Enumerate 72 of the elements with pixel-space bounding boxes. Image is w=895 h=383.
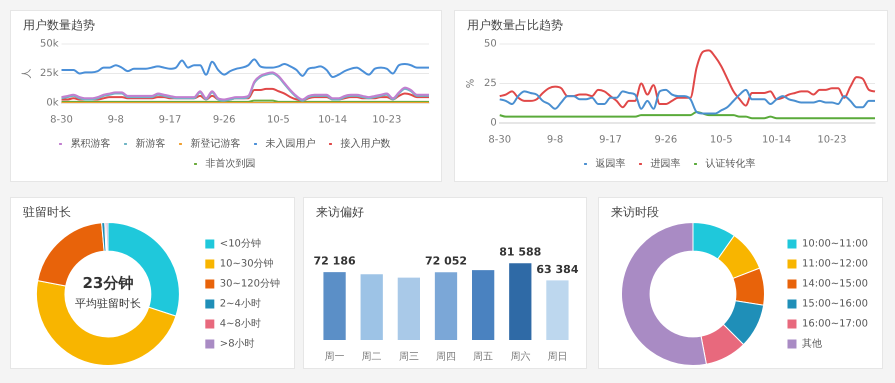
x-tick-label: 10-23 [372, 114, 402, 126]
line-series [498, 49, 876, 108]
x-tick-label: 10-5 [710, 134, 733, 146]
legend-label: <10分钟 [220, 238, 261, 250]
bar [398, 278, 420, 340]
legend-label: 14:00~15:00 [802, 278, 868, 290]
legend-label: 返园率 [596, 158, 626, 170]
chart-title: 用户数量趋势 [23, 17, 95, 34]
y-tick-label: 0k [46, 98, 59, 109]
x-tick-label: 9-26 [212, 114, 236, 126]
legend-label: 接入用户数 [340, 138, 390, 150]
bar [472, 270, 494, 340]
legend-label: 新登记游客 [190, 138, 240, 150]
legend-label: 11:00~12:00 [802, 258, 868, 270]
y-axis-title: 人 [22, 68, 33, 78]
legend-label: 新游客 [136, 138, 166, 150]
x-tick-label: 周日 [547, 352, 568, 363]
legend-label: 累积游客 [70, 138, 110, 150]
text: 平均驻留时长 [74, 296, 141, 310]
x-tick-label: 10-23 [817, 134, 846, 146]
text: 23分钟 [82, 274, 134, 292]
x-tick-label: 9-17 [158, 114, 182, 126]
x-tick-label: 9-17 [599, 134, 622, 146]
line-series [60, 58, 430, 78]
bar [360, 274, 383, 340]
y-tick-label: 50k [40, 38, 59, 50]
bar [546, 280, 569, 340]
y-tick-label: 25k [40, 68, 59, 80]
bar [434, 272, 458, 340]
x-tick-label: 周五 [473, 352, 494, 363]
bar [509, 263, 532, 340]
chart-title: 来访偏好 [316, 204, 364, 221]
legend-label: 4~8小时 [220, 318, 261, 330]
legend-label: >8小时 [220, 338, 255, 350]
legend-label: 认证转化率 [706, 158, 756, 170]
x-tick-label: 周一 [324, 352, 345, 363]
x-tick-label: 10-14 [318, 114, 348, 126]
legend-label: 10~30分钟 [220, 258, 274, 270]
legend-label: 非首次到园 [206, 158, 256, 170]
data-label: 72 052 [424, 254, 468, 268]
legend-label: 2~4小时 [220, 298, 261, 310]
bar [323, 272, 346, 340]
legend-label: 16:00~17:00 [802, 318, 868, 330]
data-label: 81 588 [499, 246, 542, 259]
x-tick-label: 8-30 [50, 114, 73, 126]
x-tick-label: 10-5 [267, 114, 290, 126]
x-tick-label: 10-14 [762, 134, 792, 146]
x-tick-label: 周二 [362, 352, 382, 363]
legend-label: 15:00~16:00 [802, 298, 868, 310]
y-tick-label: 0 [490, 118, 497, 129]
x-tick-label: 9-26 [654, 134, 678, 146]
chart-title: 来访时段 [611, 204, 659, 221]
x-tick-label: 9-8 [546, 134, 564, 146]
data-label: 72 186 [314, 254, 356, 268]
x-tick-label: 周四 [436, 352, 456, 363]
line-series [498, 88, 876, 115]
x-tick-label: 周六 [510, 350, 530, 363]
legend-label: 10:00~11:00 [802, 238, 868, 250]
y-axis-title: % [466, 78, 477, 88]
legend-label: 30~120分钟 [220, 278, 280, 290]
y-tick-label: 25 [484, 78, 497, 90]
x-tick-label: 周三 [398, 352, 419, 363]
data-label: 63 384 [536, 262, 579, 276]
chart-title: 用户数量占比趋势 [467, 17, 563, 34]
x-tick-label: 9-8 [108, 114, 124, 126]
legend-label: 进园率 [650, 158, 680, 170]
x-tick-label: 8-30 [488, 134, 512, 146]
line-series [498, 110, 876, 120]
chart-title: 驻留时长 [23, 204, 71, 221]
legend-label: 其他 [802, 338, 822, 350]
y-tick-label: 50 [484, 38, 497, 50]
legend-label: 未入园用户 [266, 138, 316, 150]
